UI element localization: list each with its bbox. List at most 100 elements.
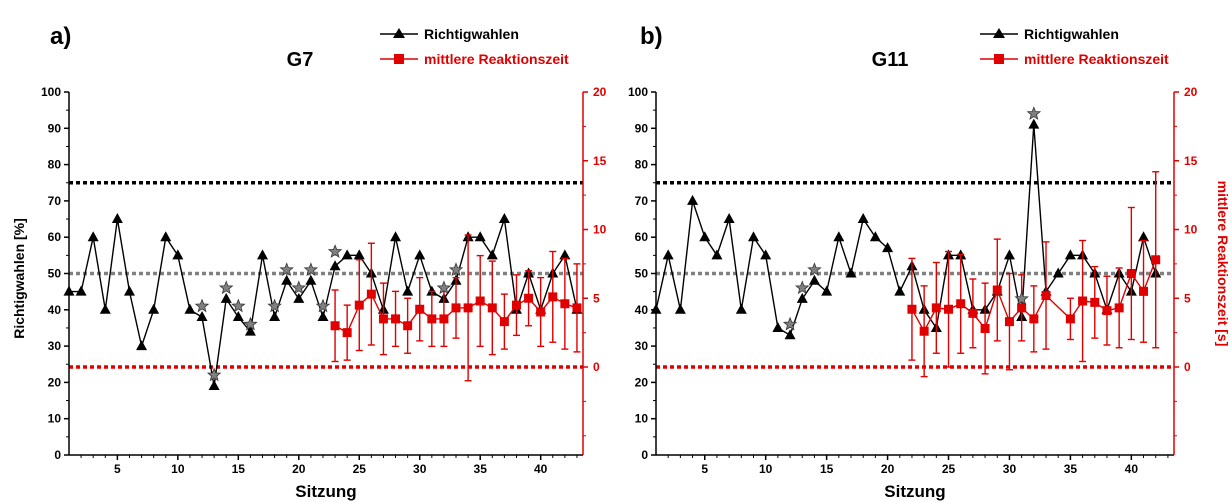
y-tick-label: 90 bbox=[48, 121, 62, 135]
y-tick-label: 80 bbox=[48, 158, 62, 172]
x-tick-label: 40 bbox=[534, 462, 548, 476]
data-point-richtigwahlen bbox=[390, 231, 402, 242]
y-tick-label: 60 bbox=[48, 230, 62, 244]
data-point-richtigwahlen bbox=[772, 321, 784, 332]
x-tick-label: 35 bbox=[474, 462, 488, 476]
data-point-richtigwahlen bbox=[305, 274, 317, 285]
chart-panel-b: b) G11 Richtigwahlen mittlere Reaktionszeit… bbox=[628, 23, 1231, 501]
data-point-richtigwahlen bbox=[269, 311, 281, 322]
data-point-richtigwahlen bbox=[833, 231, 845, 242]
data-point-reaktionszeit bbox=[511, 300, 521, 310]
data-point-richtigwahlen bbox=[244, 325, 256, 336]
y2-axis-label: mittlere Reaktionszeit [s] bbox=[1215, 181, 1231, 347]
data-point-richtigwahlen bbox=[857, 213, 869, 224]
data-point-richtigwahlen bbox=[426, 285, 438, 296]
legend: Richtigwahlen mittlere Reaktionszeit bbox=[380, 26, 569, 67]
y-tick-label: 40 bbox=[635, 303, 649, 317]
y-tick-label: 70 bbox=[48, 194, 62, 208]
data-point-reaktionszeit bbox=[944, 304, 954, 314]
x-tick-label: 40 bbox=[1125, 462, 1139, 476]
y-tick-label: 70 bbox=[635, 194, 649, 208]
data-point-richtigwahlen bbox=[1003, 249, 1015, 260]
data-point-richtigwahlen bbox=[1028, 118, 1040, 129]
data-point-richtigwahlen bbox=[486, 249, 498, 260]
y-tick-label: 80 bbox=[635, 158, 649, 172]
data-point-reaktionszeit bbox=[330, 321, 340, 331]
data-point-richtigwahlen bbox=[75, 285, 87, 296]
y-tick-label: 30 bbox=[635, 339, 649, 353]
data-point-richtigwahlen bbox=[711, 249, 723, 260]
data-point-reaktionszeit bbox=[956, 299, 966, 309]
data-point-richtigwahlen bbox=[63, 285, 75, 296]
y-tick-label: 100 bbox=[41, 85, 61, 99]
data-point-richtigwahlen bbox=[208, 380, 220, 391]
data-point-richtigwahlen bbox=[882, 242, 894, 253]
y-tick-label: 30 bbox=[48, 339, 62, 353]
y-tick-label: 90 bbox=[635, 121, 649, 135]
data-point-richtigwahlen bbox=[796, 292, 808, 303]
data-point-richtigwahlen bbox=[1052, 267, 1064, 278]
x-axis-label: Sitzung bbox=[884, 482, 945, 501]
data-point-reaktionszeit bbox=[1102, 306, 1112, 316]
data-point-richtigwahlen bbox=[474, 231, 486, 242]
significance-star-icon bbox=[303, 262, 319, 277]
y-tick-label: 20 bbox=[48, 375, 62, 389]
chart-panel-a: a) G7 Richtigwahlen mittlere Reaktionszeit 0… bbox=[11, 23, 607, 501]
data-point-reaktionszeit bbox=[342, 328, 352, 338]
y2-tick-label: 0 bbox=[1184, 360, 1191, 374]
data-point-reaktionszeit bbox=[919, 326, 929, 336]
panel-label: a) bbox=[50, 23, 71, 50]
chart-title: G7 bbox=[287, 49, 314, 71]
data-point-reaktionszeit bbox=[992, 285, 1002, 295]
y2-tick-label: 15 bbox=[1184, 154, 1198, 168]
data-point-richtigwahlen bbox=[784, 329, 796, 340]
significance-star-icon bbox=[279, 262, 294, 277]
significance-star-icon bbox=[206, 367, 222, 382]
data-point-reaktionszeit bbox=[1078, 296, 1088, 306]
legend-label-richtigwahlen: Richtigwahlen bbox=[424, 26, 519, 42]
data-point-richtigwahlen bbox=[1138, 231, 1150, 242]
legend-label-reaktionszeit: mittlere Reaktionszeit bbox=[424, 51, 569, 67]
data-point-reaktionszeit bbox=[427, 314, 437, 324]
data-point-richtigwahlen bbox=[808, 274, 820, 285]
x-tick-label: 10 bbox=[171, 462, 185, 476]
data-point-reaktionszeit bbox=[1004, 317, 1014, 327]
data-point-reaktionszeit bbox=[439, 314, 449, 324]
data-point-richtigwahlen bbox=[148, 303, 160, 314]
data-point-reaktionszeit bbox=[1090, 297, 1100, 307]
x-tick-label: 30 bbox=[413, 462, 427, 476]
significance-star-icon bbox=[1014, 291, 1029, 306]
y2-tick-label: 10 bbox=[593, 223, 607, 237]
significance-star-icon bbox=[436, 280, 452, 295]
y-tick-label: 60 bbox=[635, 230, 649, 244]
data-point-richtigwahlen bbox=[220, 292, 232, 303]
legend-marker-reaktionszeit bbox=[394, 54, 404, 64]
significance-star-icon bbox=[231, 298, 246, 313]
data-point-richtigwahlen bbox=[317, 311, 329, 322]
x-tick-label: 5 bbox=[114, 462, 121, 476]
significance-star-icon bbox=[795, 280, 810, 295]
legend-label-richtigwahlen: Richtigwahlen bbox=[1024, 26, 1119, 42]
x-tick-label: 35 bbox=[1064, 462, 1078, 476]
data-point-reaktionszeit bbox=[366, 289, 376, 299]
data-point-richtigwahlen bbox=[760, 249, 772, 260]
data-point-richtigwahlen bbox=[498, 213, 510, 224]
data-point-reaktionszeit bbox=[1041, 291, 1051, 300]
data-point-richtigwahlen bbox=[329, 260, 341, 271]
data-point-reaktionszeit bbox=[1065, 314, 1075, 324]
significance-star-icon bbox=[782, 316, 798, 331]
data-point-richtigwahlen bbox=[136, 340, 148, 351]
x-tick-label: 20 bbox=[881, 462, 895, 476]
chart-title: G11 bbox=[872, 49, 909, 71]
data-point-richtigwahlen bbox=[99, 303, 111, 314]
y2-tick-label: 0 bbox=[593, 360, 600, 374]
data-point-reaktionszeit bbox=[536, 307, 546, 317]
data-point-richtigwahlen bbox=[735, 303, 747, 314]
data-point-reaktionszeit bbox=[354, 300, 364, 310]
data-point-reaktionszeit bbox=[560, 299, 570, 309]
data-point-richtigwahlen bbox=[402, 285, 414, 296]
data-point-richtigwahlen bbox=[232, 311, 244, 322]
data-point-reaktionszeit bbox=[907, 304, 917, 314]
data-point-richtigwahlen bbox=[869, 231, 881, 242]
data-point-reaktionszeit bbox=[499, 317, 509, 327]
